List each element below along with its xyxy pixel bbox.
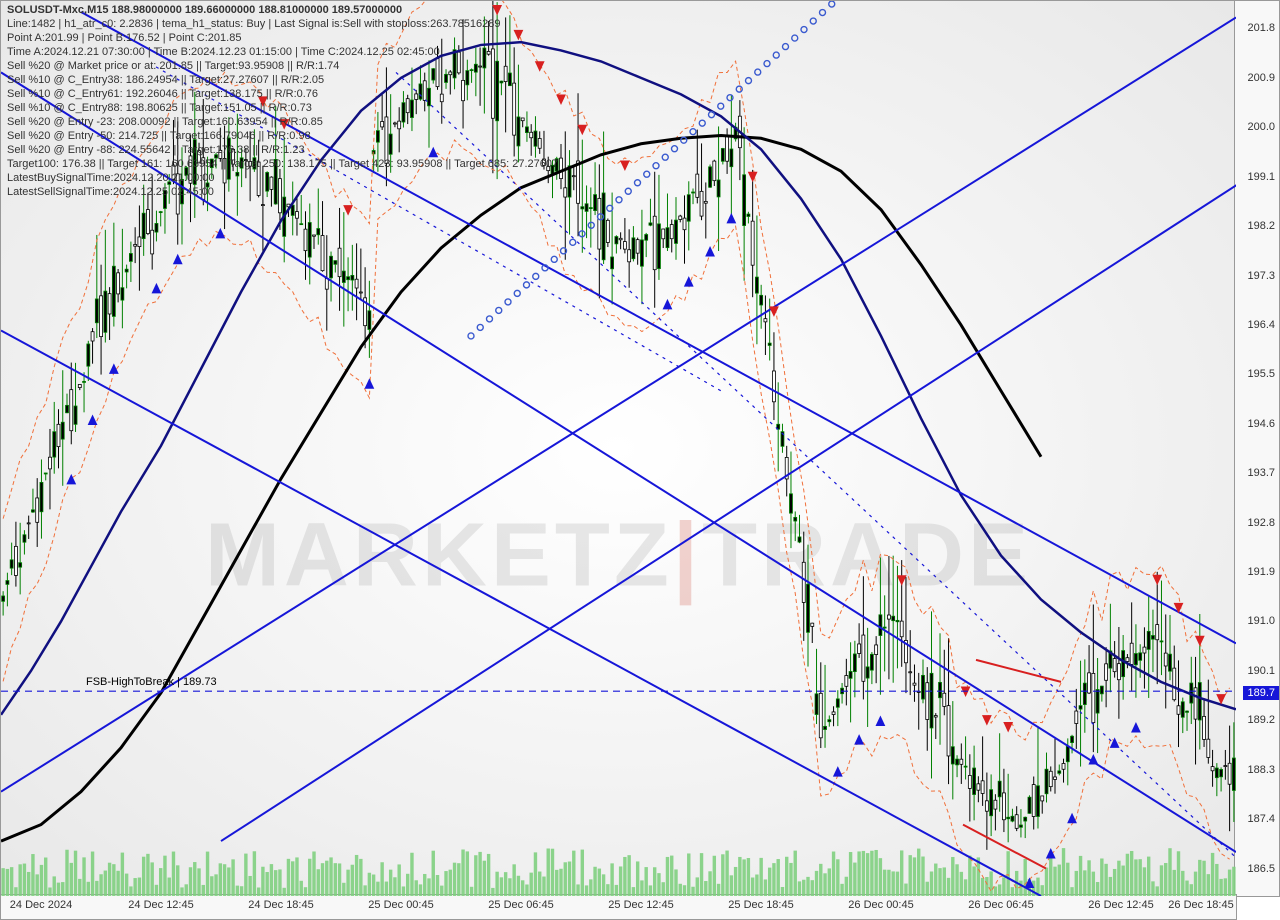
symbol-header: SOLUSDT-Mxc,M15 188.98000000 189.6600000… bbox=[7, 3, 558, 17]
info-line: Sell %10 @ C_Entry88: 198.80625 || Targe… bbox=[7, 101, 558, 115]
x-tick: 25 Dec 06:45 bbox=[488, 899, 553, 911]
y-tick: 193.7 bbox=[1247, 467, 1275, 479]
y-tick: 187.4 bbox=[1247, 813, 1275, 825]
chart-plot-area[interactable]: MARKETZ|TRADE SOLUSDT-Mxc,M15 188.980000… bbox=[0, 0, 1237, 897]
info-line: LatestBuySignalTime:2024.12.20 21:00:00 bbox=[7, 171, 558, 185]
info-line: Sell %20 @ Entry -23: 208.00092 || Targe… bbox=[7, 115, 558, 129]
y-axis: 189.7 201.8 200.9 200.0 199.1 198.2 197.3 196.… bbox=[1234, 0, 1280, 897]
y-tick: 189.2 bbox=[1247, 714, 1275, 726]
info-line: Time A:2024.12.21 07:30:00 | Time B:2024… bbox=[7, 45, 558, 59]
x-tick: 26 Dec 00:45 bbox=[848, 899, 913, 911]
y-tick: 186.5 bbox=[1247, 863, 1275, 875]
x-tick: 25 Dec 12:45 bbox=[608, 899, 673, 911]
y-tick: 191.9 bbox=[1247, 566, 1275, 578]
info-line: Sell %10 @ C_Entry61: 192.26046 || Targe… bbox=[7, 87, 558, 101]
info-line: Point A:201.99 | Point B:176.52 | Point … bbox=[7, 31, 558, 45]
x-tick: 24 Dec 2024 bbox=[10, 899, 72, 911]
info-overlay: SOLUSDT-Mxc,M15 188.98000000 189.6600000… bbox=[7, 3, 558, 199]
y-tick: 200.0 bbox=[1247, 121, 1275, 133]
y-tick: 200.9 bbox=[1247, 72, 1275, 84]
y-tick: 191.0 bbox=[1247, 615, 1275, 627]
info-line: Sell %20 @ Entry -50: 214.725 || Target:… bbox=[7, 129, 558, 143]
current-price-label: 189.7 bbox=[1243, 686, 1279, 700]
x-tick: 25 Dec 00:45 bbox=[368, 899, 433, 911]
y-tick: 201.8 bbox=[1247, 22, 1275, 34]
info-line: LatestSellSignalTime:2024.12.25 02:45:00 bbox=[7, 185, 558, 199]
x-tick: 25 Dec 18:45 bbox=[728, 899, 793, 911]
info-line: Sell %20 @ Market price or at: 201.85 ||… bbox=[7, 59, 558, 73]
info-line: Target100: 176.38 || Target 161: 160.639… bbox=[7, 157, 558, 171]
x-tick: 24 Dec 12:45 bbox=[128, 899, 193, 911]
y-tick: 190.1 bbox=[1247, 665, 1275, 677]
x-tick: 24 Dec 18:45 bbox=[248, 899, 313, 911]
y-tick: 197.3 bbox=[1247, 270, 1275, 282]
y-tick: 192.8 bbox=[1247, 517, 1275, 529]
x-tick: 26 Dec 06:45 bbox=[968, 899, 1033, 911]
info-line: Sell %20 @ Entry -88: 224.55642 || Targe… bbox=[7, 143, 558, 157]
y-tick: 198.2 bbox=[1247, 220, 1275, 232]
fsb-label: FSB-HighToBreak | 189.73 bbox=[86, 676, 217, 688]
info-line: Line:1482 | h1_atr_c0: 2.2836 | tema_h1_… bbox=[7, 17, 558, 31]
y-tick: 199.1 bbox=[1247, 171, 1275, 183]
x-tick: 26 Dec 18:45 bbox=[1168, 899, 1233, 911]
x-tick: 26 Dec 12:45 bbox=[1088, 899, 1153, 911]
chart-container: MARKETZ|TRADE SOLUSDT-Mxc,M15 188.980000… bbox=[0, 0, 1280, 920]
y-tick: 194.6 bbox=[1247, 418, 1275, 430]
info-line: Sell %10 @ C_Entry38: 186.24954 || Targe… bbox=[7, 73, 558, 87]
x-axis: 24 Dec 2024 24 Dec 12:45 24 Dec 18:45 25 De… bbox=[0, 894, 1237, 920]
y-tick: 188.3 bbox=[1247, 764, 1275, 776]
y-tick: 196.4 bbox=[1247, 319, 1275, 331]
y-tick: 195.5 bbox=[1247, 368, 1275, 380]
